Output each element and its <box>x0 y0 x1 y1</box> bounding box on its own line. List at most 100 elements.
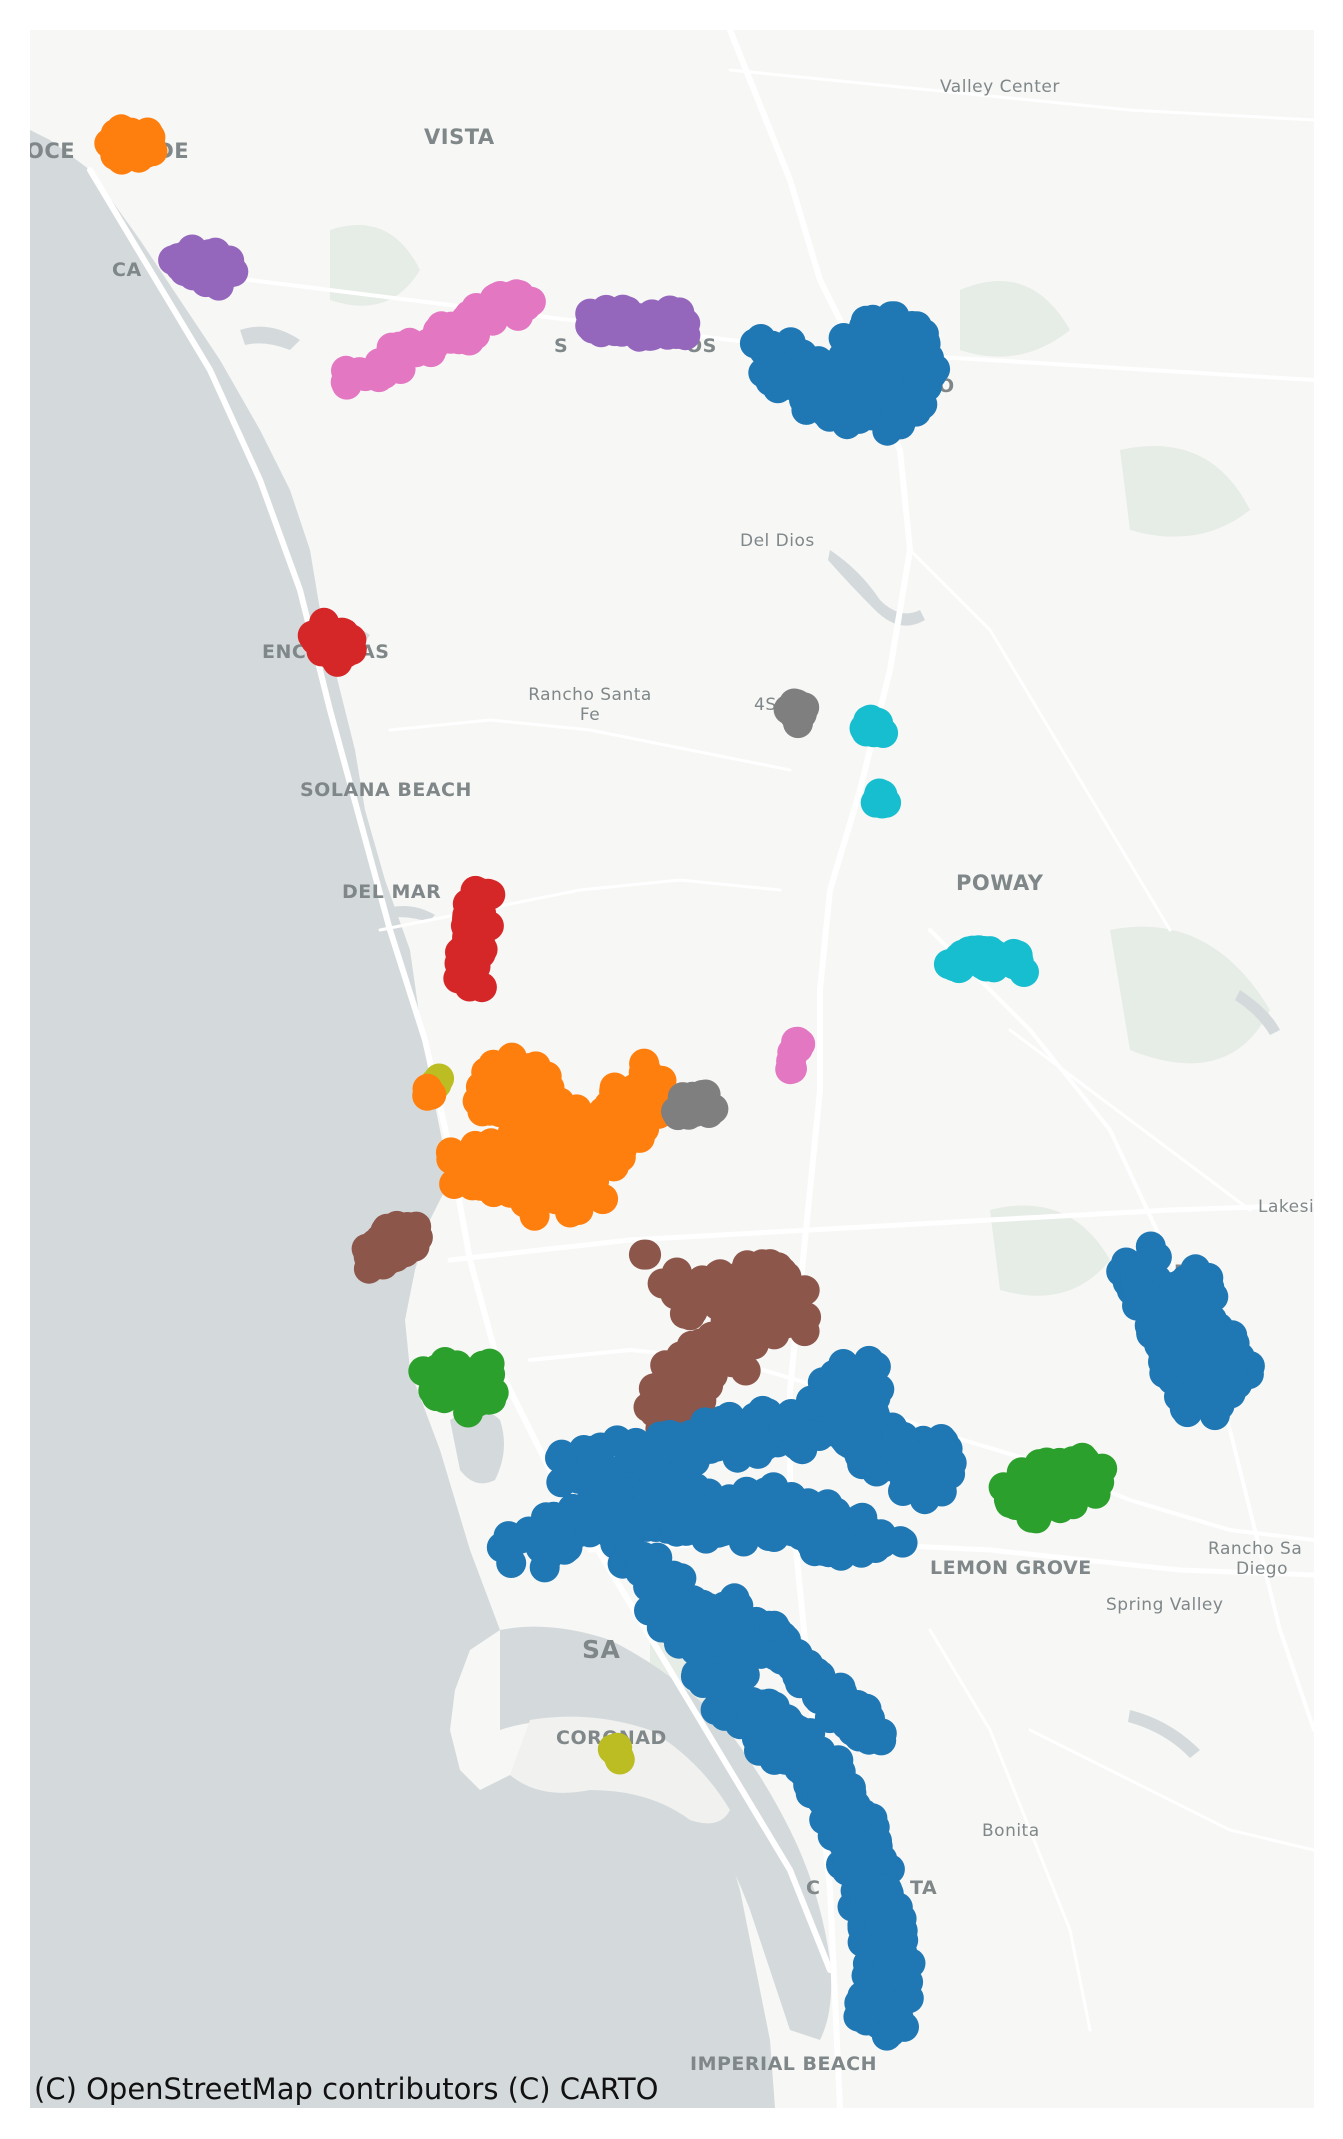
cluster-point <box>851 1420 882 1451</box>
cluster-point <box>602 1732 633 1763</box>
cluster-point <box>797 1420 828 1451</box>
cluster-point <box>461 878 491 909</box>
cluster-point <box>879 1435 910 1465</box>
cluster-point <box>803 346 834 377</box>
cluster-point <box>654 1487 685 1518</box>
cluster-point <box>588 1096 619 1127</box>
cluster-point <box>471 1057 502 1088</box>
cluster-point <box>137 136 168 167</box>
cluster-point <box>996 942 1027 973</box>
cluster-point <box>768 355 799 386</box>
cluster-point <box>849 311 880 342</box>
cluster-blob <box>849 704 899 748</box>
cluster-point <box>873 367 904 398</box>
cluster-point <box>443 1364 474 1395</box>
label-solana-beach: SOLANA BEACH <box>300 779 472 801</box>
cluster-blob <box>443 875 506 1003</box>
cluster-blob <box>158 234 249 301</box>
cluster-point <box>892 1458 923 1489</box>
cluster-point <box>713 1614 744 1645</box>
cluster-blob <box>94 114 168 175</box>
cluster-point <box>842 1533 873 1564</box>
cluster-blob <box>933 935 1039 987</box>
cluster-point <box>586 317 617 348</box>
cluster-point <box>774 1294 805 1325</box>
cluster-point <box>628 1239 659 1270</box>
cluster-point <box>606 1127 637 1158</box>
label-lakeside: Lakesi <box>1258 1197 1314 1217</box>
label-del-dios: Del Dios <box>740 531 815 551</box>
cluster-point <box>840 1388 871 1419</box>
cluster-point <box>812 1492 843 1523</box>
cluster-point <box>699 1424 729 1455</box>
cluster-point <box>570 1166 601 1196</box>
cluster-point <box>681 1658 712 1689</box>
cluster-point <box>805 1736 836 1767</box>
cluster-point <box>782 1661 813 1692</box>
cluster-blob <box>545 1345 967 1515</box>
cluster-point <box>768 1411 799 1441</box>
cluster-point <box>412 1080 443 1111</box>
cluster-point <box>825 1672 856 1703</box>
cluster-blob <box>709 1583 897 1756</box>
cluster-point <box>561 1094 592 1125</box>
label-rancho-santa-fe: Rancho Santa <box>528 685 652 705</box>
cluster-point <box>467 1350 498 1381</box>
cluster-point <box>995 1487 1025 1518</box>
label-bonita: Bonita <box>982 1821 1040 1841</box>
cluster-point <box>498 1094 528 1125</box>
cluster-point <box>576 1445 606 1476</box>
cluster-point <box>666 1563 697 1594</box>
label-lemon-grove: LEMON GROVE <box>930 1557 1092 1579</box>
label-carlsbad: CA <box>112 259 142 281</box>
cluster-point <box>885 1526 916 1557</box>
cluster-point <box>646 1579 677 1609</box>
label-imperial-beach: IMPERIAL BEACH <box>690 2053 877 2075</box>
cluster-point <box>607 294 638 325</box>
cluster-point <box>106 140 137 171</box>
cluster-point <box>851 1853 882 1884</box>
cluster-point <box>1208 1329 1239 1360</box>
cluster-point <box>650 1383 681 1414</box>
cluster-point <box>840 352 871 383</box>
cluster-point <box>529 1064 560 1095</box>
cluster-point <box>497 1117 528 1148</box>
cluster-point <box>671 1353 702 1383</box>
cluster-point <box>776 1046 807 1077</box>
cluster-blob <box>408 1347 509 1428</box>
cluster-blob <box>775 1026 816 1085</box>
label-rancho-santa-fe-2: Fe <box>580 705 600 725</box>
cluster-point <box>725 1426 756 1456</box>
label-4s-ranch: 4S <box>754 695 777 715</box>
label-oceanside: OCE <box>30 139 75 163</box>
cluster-point <box>555 1197 586 1228</box>
cluster-point <box>830 1773 861 1804</box>
cluster-point <box>521 1117 552 1148</box>
cluster-point <box>393 1230 424 1261</box>
cluster-blob <box>435 1042 677 1231</box>
cluster-point <box>499 1050 530 1081</box>
cluster-point <box>1072 1458 1103 1489</box>
cluster-point <box>715 1667 746 1698</box>
cluster-point <box>742 1511 773 1542</box>
label-poway: POWAY <box>956 871 1044 895</box>
cluster-point <box>165 249 196 280</box>
cluster-point <box>824 1410 855 1441</box>
cluster-point <box>834 1699 865 1730</box>
cluster-point <box>580 1497 611 1527</box>
cluster-point <box>807 1785 838 1816</box>
label-san-diego: SA <box>582 1635 621 1664</box>
cluster-point <box>696 1321 727 1352</box>
cluster-blob <box>330 279 546 400</box>
map-frame[interactable]: OCE IDE VISTA Valley Center CA D S OS O … <box>30 30 1314 2108</box>
cluster-point <box>911 371 942 402</box>
cluster-point <box>702 1290 733 1321</box>
cluster-point <box>466 972 497 1003</box>
cluster-point <box>1130 1287 1161 1318</box>
cluster-point <box>789 1316 820 1347</box>
cluster-blob <box>860 778 902 819</box>
label-vista: VISTA <box>424 125 495 149</box>
map-canvas[interactable]: OCE IDE VISTA Valley Center CA D S OS O … <box>30 30 1314 2108</box>
cluster-point <box>620 1427 651 1458</box>
cluster-point <box>467 910 497 940</box>
